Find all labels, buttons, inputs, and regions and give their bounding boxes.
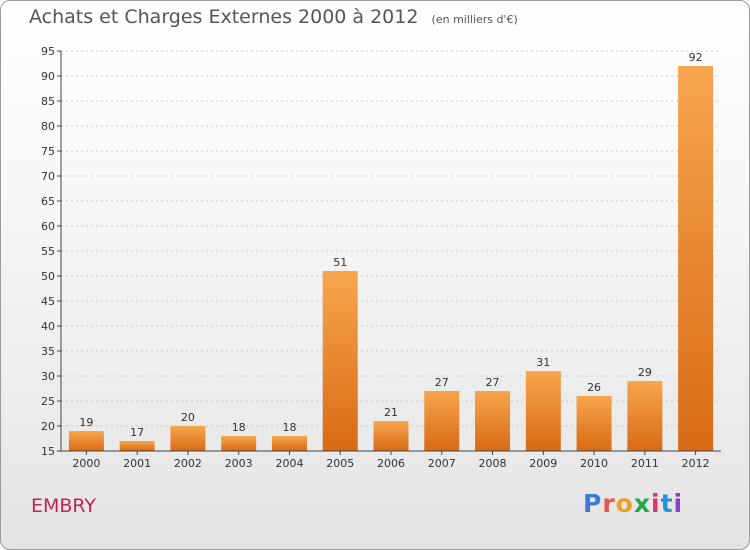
data-label: 17: [130, 426, 144, 439]
y-tick-label: 65: [41, 195, 55, 208]
data-label: 21: [384, 406, 398, 419]
y-tick-label: 80: [41, 120, 55, 133]
x-tick-label: 2007: [428, 457, 456, 470]
bar: [322, 271, 358, 451]
y-tick-label: 30: [41, 370, 55, 383]
bar: [525, 371, 561, 451]
y-axis: 15 20 25 30 35 40 45 50 55 60 65 70 75 80 85 90 95: [41, 45, 62, 458]
y-tick-label: 40: [41, 320, 55, 333]
data-label: 18: [232, 421, 246, 434]
data-label: 19: [79, 416, 93, 429]
y-tick-label: 95: [41, 45, 55, 58]
x-tick-label: 2006: [377, 457, 405, 470]
logo-letter: t: [660, 489, 674, 518]
y-tick-label: 35: [41, 345, 55, 358]
x-tick-label: 2004: [275, 457, 303, 470]
x-tick-label: 2005: [326, 457, 354, 470]
x-tick-label: 2008: [479, 457, 507, 470]
bar: [678, 66, 714, 451]
y-tick-label: 85: [41, 95, 55, 108]
x-tick-label: 2010: [580, 457, 608, 470]
y-tick-label: 60: [41, 220, 55, 233]
bar: [68, 431, 104, 451]
bar: [271, 436, 307, 451]
x-tick-label: 2012: [682, 457, 710, 470]
bar: [424, 391, 460, 451]
data-label: 26: [587, 381, 601, 394]
data-label: 27: [435, 376, 449, 389]
x-tick-label: 2003: [225, 457, 253, 470]
bars-group: 19 17 20 18 18 51 21 27 27 31 26 29 92: [68, 51, 714, 451]
bar: [576, 396, 612, 451]
logo-letter: i: [651, 489, 661, 518]
bar: [119, 441, 155, 451]
logo-letter: x: [633, 489, 651, 518]
y-tick-label: 90: [41, 70, 55, 83]
y-tick-label: 70: [41, 170, 55, 183]
y-tick-label: 15: [41, 445, 55, 458]
x-tick-label: 2000: [72, 457, 100, 470]
bar: [221, 436, 257, 451]
logo-letter: i: [673, 489, 684, 518]
bar: [170, 426, 206, 451]
data-label: 31: [536, 356, 550, 369]
bar: [627, 381, 663, 451]
y-tick-label: 75: [41, 145, 55, 158]
chart-title: Achats et Charges Externes 2000 à 2012 (…: [29, 6, 518, 28]
data-label: 18: [282, 421, 296, 434]
y-tick-label: 25: [41, 395, 55, 408]
proxiti-logo[interactable]: Proxiti: [583, 489, 683, 518]
logo-letter: o: [615, 489, 634, 518]
y-tick-label: 50: [41, 270, 55, 283]
y-tick-label: 20: [41, 420, 55, 433]
bar: [373, 421, 409, 451]
logo-letter: r: [602, 489, 616, 518]
place-name: EMBRY: [31, 495, 97, 517]
data-label: 29: [638, 366, 652, 379]
chart-title-unit: (en milliers d'€): [431, 13, 518, 26]
data-label: 51: [333, 256, 347, 269]
data-label: 27: [486, 376, 500, 389]
x-tick-label: 2001: [123, 457, 151, 470]
chart-title-main: Achats et Charges Externes 2000 à 2012: [29, 6, 419, 28]
data-label: 20: [181, 411, 195, 424]
x-axis: 2000 2001 2002 2003 2004 2005 2006 2007 2008 2009…: [61, 450, 721, 470]
bar: [475, 391, 511, 451]
x-tick-label: 2011: [631, 457, 659, 470]
logo-letter: P: [583, 489, 603, 518]
x-tick-label: 2002: [174, 457, 202, 470]
y-tick-label: 55: [41, 245, 55, 258]
grid-lines: [61, 50, 721, 452]
x-tick-label: 2009: [529, 457, 557, 470]
data-label: 92: [689, 51, 703, 64]
y-tick-label: 45: [41, 295, 55, 308]
